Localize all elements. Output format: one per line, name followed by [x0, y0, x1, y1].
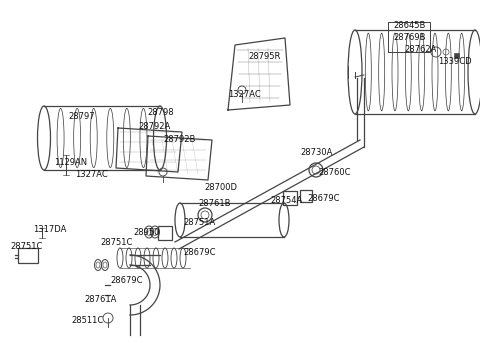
Text: 1339CD: 1339CD: [438, 57, 472, 66]
Text: 28751A: 28751A: [183, 218, 215, 227]
Bar: [388, 22, 430, 52]
Text: 28950: 28950: [133, 228, 159, 237]
Text: 28795R: 28795R: [248, 52, 280, 61]
Text: 28762A: 28762A: [404, 45, 436, 54]
Bar: [454, 53, 459, 58]
Text: 28769B: 28769B: [393, 33, 425, 42]
Text: 28751C: 28751C: [100, 238, 132, 247]
Bar: [158, 226, 172, 240]
Text: 28792B: 28792B: [163, 135, 195, 144]
Text: 28511C: 28511C: [71, 316, 103, 325]
Text: 28700D: 28700D: [204, 183, 237, 192]
Text: 28754A: 28754A: [270, 196, 302, 205]
Text: 1317DA: 1317DA: [33, 225, 66, 234]
Text: 1129AN: 1129AN: [54, 158, 87, 167]
Bar: [283, 191, 297, 205]
Text: 28761B: 28761B: [198, 199, 230, 208]
Text: 28679C: 28679C: [110, 276, 143, 285]
Text: 28760C: 28760C: [318, 168, 350, 177]
Bar: [300, 190, 312, 202]
Text: 28797: 28797: [68, 112, 95, 121]
Text: 28761A: 28761A: [84, 295, 116, 304]
Text: 28751C: 28751C: [10, 242, 42, 251]
Text: 1327AC: 1327AC: [75, 170, 108, 179]
Bar: [18, 248, 38, 263]
Text: 28679C: 28679C: [183, 248, 216, 257]
Text: 28798: 28798: [147, 108, 174, 117]
Text: 28645B: 28645B: [393, 21, 425, 30]
Text: 28679C: 28679C: [307, 194, 339, 203]
Text: 1327AC: 1327AC: [228, 90, 261, 99]
Text: 28730A: 28730A: [300, 148, 332, 157]
Text: 28792A: 28792A: [138, 122, 170, 131]
